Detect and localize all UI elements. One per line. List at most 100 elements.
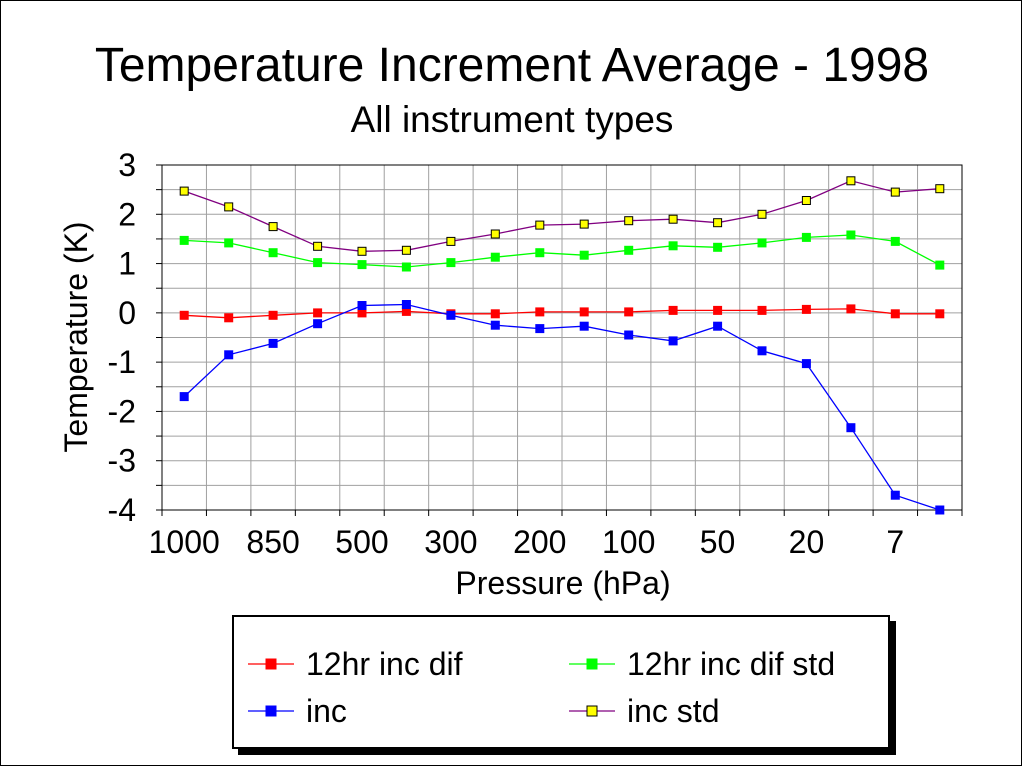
data-point-12hr-inc-dif-std <box>357 260 367 270</box>
data-point-12hr-inc-dif <box>357 308 367 318</box>
data-point-12hr-inc-dif <box>668 305 678 315</box>
series-line-inc <box>183 303 941 511</box>
series-line-12hr-inc-dif <box>184 308 940 319</box>
legend-label-12hr-inc-dif-std: 12hr inc dif std <box>627 646 836 682</box>
data-point-inc-std <box>268 222 278 232</box>
data-point-12hr-inc-dif <box>846 304 856 314</box>
data-point-inc <box>268 338 278 348</box>
data-point-inc-std <box>357 246 367 256</box>
data-point-inc <box>935 505 945 515</box>
grid <box>162 164 962 511</box>
x-tick-label: 50 <box>700 524 736 560</box>
data-point-12hr-inc-dif-std <box>268 248 278 258</box>
data-point-inc <box>224 350 234 360</box>
x-tick-label: 850 <box>246 524 299 560</box>
y-tick-label: -2 <box>108 393 136 429</box>
y-tick-label: 3 <box>118 147 136 183</box>
data-point-12hr-inc-dif <box>890 309 900 319</box>
axes <box>156 164 963 516</box>
series-inc <box>179 300 945 515</box>
chart-title: Temperature Increment Average - 1998 <box>94 39 930 92</box>
x-tick-label: 500 <box>335 524 388 560</box>
data-point-inc-std <box>890 187 900 197</box>
tick-labels: 3 2 1 0 -1 -2 -3 -4 1000 850 500 300 200 100 50 20 7 <box>108 147 905 560</box>
data-point-inc <box>668 336 678 346</box>
data-point-inc-std <box>224 202 234 212</box>
data-point-12hr-inc-dif-std <box>535 248 545 258</box>
data-point-12hr-inc-dif <box>224 313 234 323</box>
data-point-12hr-inc-dif <box>179 310 189 320</box>
x-tick-label: 100 <box>602 524 655 560</box>
data-point-12hr-inc-dif-std <box>846 230 856 240</box>
data-point-12hr-inc-dif-std <box>624 245 634 255</box>
x-tick-label: 300 <box>424 524 477 560</box>
plot-border <box>161 164 963 511</box>
data-point-inc-std <box>401 245 411 255</box>
data-point-inc-std <box>579 219 589 229</box>
data-point-inc-std <box>668 214 678 224</box>
data-point-inc <box>446 310 456 320</box>
chart-subtitle: All instrument types <box>350 99 674 140</box>
y-tick-label: 1 <box>118 246 136 282</box>
data-point-inc <box>890 490 900 500</box>
data-point-inc-std <box>446 236 456 246</box>
y-tick-label: -3 <box>108 443 136 479</box>
series-layer <box>179 176 945 515</box>
data-point-12hr-inc-dif-std <box>890 236 900 246</box>
data-point-inc <box>401 300 411 309</box>
data-point-inc-std <box>490 229 500 239</box>
data-point-inc-std <box>801 196 811 205</box>
data-point-inc-std <box>757 209 767 219</box>
data-point-12hr-inc-dif <box>801 304 811 314</box>
data-point-12hr-inc-dif <box>757 305 767 315</box>
legend-swatch-inc <box>248 705 294 717</box>
data-point-12hr-inc-dif-std <box>490 252 500 262</box>
legend-swatch-12hr-inc-dif <box>248 658 294 670</box>
legend-label-inc: inc <box>306 693 347 729</box>
data-point-inc-std <box>313 241 323 251</box>
y-tick-label: -1 <box>108 344 136 380</box>
data-point-inc <box>357 301 367 310</box>
x-tick-label: 7 <box>886 524 904 560</box>
data-point-12hr-inc-dif-std <box>179 235 189 245</box>
data-point-12hr-inc-dif-std <box>224 238 234 248</box>
data-point-inc <box>313 319 323 329</box>
data-point-inc-std <box>535 220 545 230</box>
x-tick-label: 200 <box>513 524 566 560</box>
series-line-12hr-inc-dif-std <box>184 234 941 268</box>
data-point-12hr-inc-dif <box>535 307 545 317</box>
data-point-inc <box>713 321 723 331</box>
data-point-inc-std <box>846 176 856 186</box>
x-tick-label: 20 <box>789 524 825 560</box>
data-point-12hr-inc-dif <box>313 308 323 318</box>
y-tick-label: 0 <box>118 295 136 331</box>
data-point-inc <box>579 321 589 331</box>
data-point-12hr-inc-dif-std <box>401 262 411 272</box>
data-point-12hr-inc-dif-std <box>579 250 589 260</box>
data-point-inc <box>757 346 767 356</box>
data-point-12hr-inc-dif <box>713 305 723 315</box>
y-tick-label: 2 <box>118 196 136 232</box>
legend-label-12hr-inc-dif: 12hr inc dif <box>306 646 463 682</box>
data-point-12hr-inc-dif <box>268 310 278 320</box>
data-point-12hr-inc-dif-std <box>757 238 767 248</box>
data-point-12hr-inc-dif-std <box>713 242 723 252</box>
data-point-12hr-inc-dif <box>935 309 945 319</box>
data-point-inc-std <box>624 216 634 226</box>
legend-label-inc-std: inc std <box>627 693 720 729</box>
data-point-inc <box>490 320 500 330</box>
data-point-inc <box>179 392 189 402</box>
data-point-12hr-inc-dif-std <box>313 258 323 268</box>
data-point-12hr-inc-dif-std <box>801 232 811 242</box>
data-point-inc <box>846 423 856 433</box>
data-point-inc <box>535 324 545 334</box>
legend: 12hr inc dif 12hr inc dif std inc inc st… <box>232 615 890 749</box>
data-point-12hr-inc-dif <box>579 307 589 317</box>
x-axis-title: Pressure (hPa) <box>455 565 670 601</box>
data-point-12hr-inc-dif <box>490 309 500 319</box>
series-12hr-inc-dif-std <box>179 230 945 272</box>
series-line-inc-std <box>183 180 940 252</box>
y-tick-label: -4 <box>108 492 136 528</box>
data-point-inc-std <box>713 218 723 228</box>
